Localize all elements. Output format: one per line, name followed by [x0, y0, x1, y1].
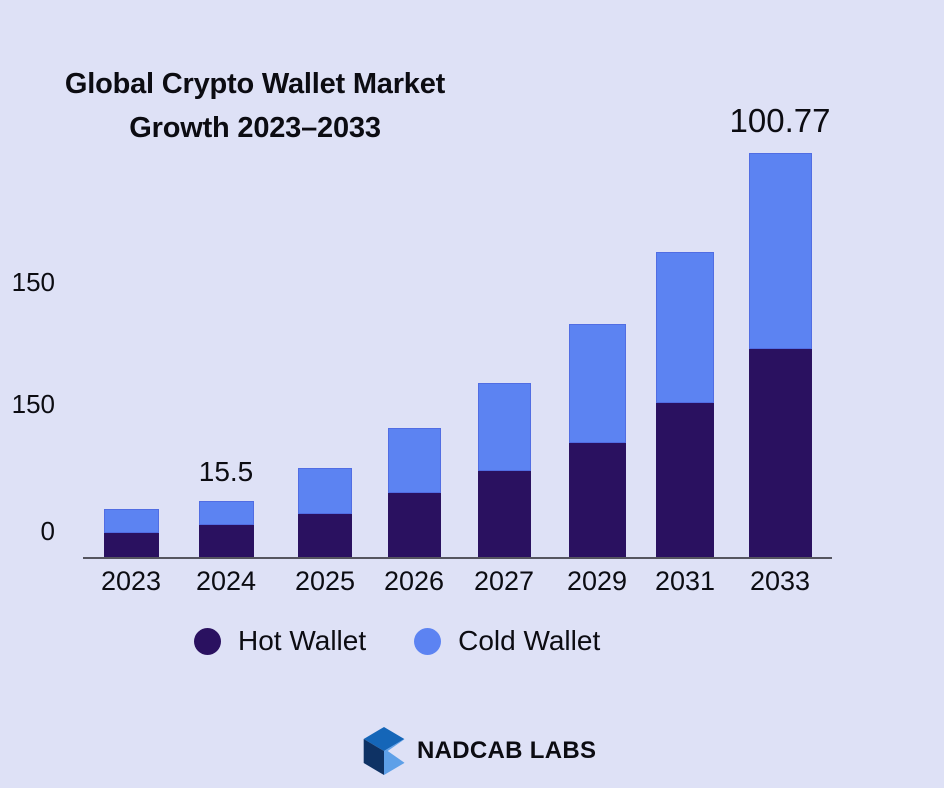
data-label-2024: 15.5 [198, 455, 254, 487]
y-axis-tick-label: 0 [40, 516, 55, 546]
bar-2029-cold-wallet [568, 324, 626, 444]
bar-2025-hot-wallet [298, 514, 352, 557]
bar-2029-hot-wallet [568, 443, 626, 557]
cold-wallet-swatch [414, 627, 442, 655]
bar-2023-hot-wallet [103, 532, 159, 557]
bar-2031-cold-wallet [656, 251, 714, 404]
bar-2033-cold-wallet [748, 153, 812, 349]
x-axis-label-2026: 2026 [383, 566, 445, 596]
y-axis-tick-label: 150 [11, 389, 55, 419]
x-axis-label-2024: 2024 [195, 566, 257, 596]
brand-footer: NADCAB LABS [360, 724, 596, 778]
x-axis-label-2027: 2027 [473, 566, 535, 596]
legend-item-cold-wallet: Cold Wallet [414, 625, 600, 657]
hot-wallet-swatch [194, 627, 221, 655]
legend: Hot Wallet Cold Wallet [194, 625, 600, 657]
bar-2024-hot-wallet [198, 524, 254, 557]
legend-label-hot-wallet: Hot Wallet [238, 625, 367, 656]
x-axis-label-2033: 2033 [749, 566, 811, 596]
bar-2025-cold-wallet [298, 468, 352, 515]
bar-2027-cold-wallet [477, 383, 531, 472]
x-axis-label-2031: 2031 [654, 566, 716, 596]
bar-2031-hot-wallet [656, 403, 714, 557]
bar-2033-hot-wallet [748, 348, 812, 557]
chart-title-line2: Growth 2023–2033 [129, 112, 381, 144]
x-axis-label-2025: 2025 [294, 566, 356, 596]
chart-title-line1: Global Crypto Wallet Market [64, 68, 446, 100]
bar-2027-hot-wallet [477, 471, 531, 557]
legend-item-hot-wallet: Hot Wallet [194, 625, 366, 657]
brand-name: NADCAB LABS [417, 737, 597, 764]
nadcab-labs-logo-icon [363, 727, 407, 775]
bar-2023-cold-wallet [103, 508, 159, 533]
x-axis-label-2029: 2029 [566, 566, 628, 596]
y-axis-tick-label: 150 [11, 267, 55, 297]
legend-label-cold-wallet: Cold Wallet [458, 625, 601, 656]
bar-2024-cold-wallet [198, 500, 254, 525]
x-axis-label-2023: 2023 [100, 566, 162, 596]
data-label-2033: 100.77 [729, 102, 831, 139]
x-axis-line [83, 557, 832, 559]
bar-2026-hot-wallet [387, 493, 441, 557]
bar-2026-cold-wallet [387, 428, 441, 494]
chart-title: Global Crypto Wallet Market Growth 2023–… [30, 62, 480, 150]
